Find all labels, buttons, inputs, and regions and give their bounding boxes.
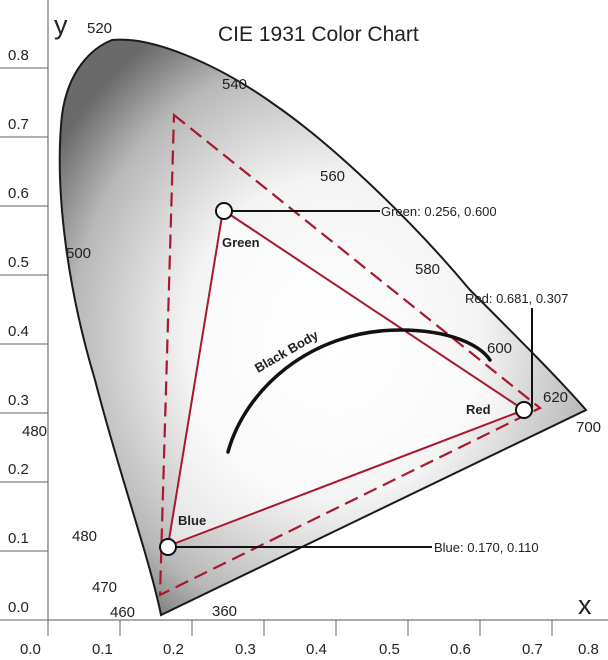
x-tick-label: 0.7 [522,641,543,658]
gamut-triangle [166,208,527,548]
y-tick-label: 0.6 [8,185,29,202]
black-body-curve [226,328,492,454]
wavelength-label: 580 [415,261,440,278]
wavelength-label: 620 [543,389,568,406]
y-tick-label: 0.8 [8,47,29,64]
red-point [515,401,533,419]
blue-point [159,538,177,556]
wavelength-label: 520 [87,20,112,37]
x-tick-label: 0.4 [306,641,327,658]
wavelength-label: 360 [212,603,237,620]
blue-callout-text: Blue: 0.170, 0.110 [434,540,539,555]
y-tick-label: 0.4 [8,323,29,340]
x-tick-label: 0.3 [235,641,256,658]
green-callout-text: Green: 0.256, 0.600 [381,204,497,219]
red-point-label: Red [466,402,491,417]
x-tick-label: 0.2 [163,641,184,658]
y-tick-label: 0.2 [8,461,29,478]
y-tick-label: 0.1 [8,530,29,547]
wavelength-label: 560 [320,168,345,185]
x-tick-label: 0.0 [20,641,41,658]
y-tick-label: 0.7 [8,116,29,133]
x-tick-label: 0.5 [379,641,400,658]
green-point [215,202,233,220]
y-tick-label: 0.5 [8,254,29,271]
y-axis-label: y [54,10,68,40]
y-axis-ticks: 0.0 0.1 0.2 0.3 0.4 0.5 0.6 0.7 0.8 [0,47,48,621]
y-tick-label: 0.3 [8,392,29,409]
wavelength-label: 700 [576,419,601,436]
wavelength-label: 480 [72,528,97,545]
x-tick-label: 0.6 [450,641,471,658]
x-axis-label: x [578,590,592,620]
x-tick-label: 0.8 [578,641,599,658]
inner-gamut-fill [168,210,524,546]
wavelength-label: 470 [92,579,117,596]
wavelength-label: 480 [22,423,47,440]
wavelength-label: 540 [222,76,247,93]
chart-title: CIE 1931 Color Chart [218,23,419,46]
red-callout-text: Red: 0.681, 0.307 [465,291,568,306]
x-tick-label: 0.1 [92,641,113,658]
x-axis-ticks: 0.0 0.1 0.2 0.3 0.4 0.5 0.6 0.7 0.8 [20,620,599,658]
green-point-label: Green [222,235,260,250]
blue-point-label: Blue [178,513,206,528]
y-tick-label: 0.0 [8,599,29,616]
dashed-gamut-triangle [158,112,543,597]
wavelength-label: 460 [110,604,135,621]
wavelength-label: 500 [66,245,91,262]
wavelength-label: 600 [487,340,512,357]
